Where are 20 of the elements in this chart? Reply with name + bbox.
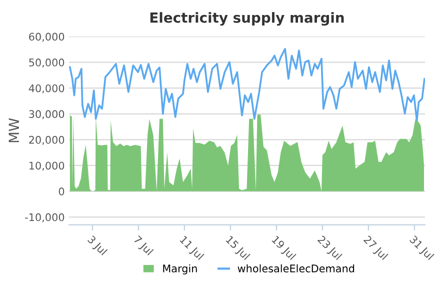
x-tick-label: 15 Jul [224,235,250,262]
x-tick-label: 31 Jul [408,235,434,262]
y-tick-label: 60,000 [29,32,64,42]
y-tick-label: -10,000 [25,213,64,222]
legend-label: Margin [163,264,197,274]
x-tick-label: 11 Jul [178,235,204,262]
x-tick-label: 27 Jul [362,235,388,262]
x-tick-label: 3 Jul [86,235,108,257]
chart-title: Electricity supply margin [150,12,344,26]
y-tick-label: 50,000 [29,58,64,68]
x-tick-label: 19 Jul [270,235,296,262]
y-tick-label: 40,000 [28,84,64,94]
y-tick-label: 20,000 [29,136,64,145]
y-tick-label: 30,000 [29,110,64,120]
y-tick-label: 0 [58,188,64,196]
x-tick-label: 23 Jul [316,235,342,262]
y-axis-title: MW [8,118,19,142]
x-tick-label: 7 Jul [132,235,154,257]
legend-label: wholesaleElecDemand [238,264,354,272]
y-tick-label: 10,000 [30,162,64,171]
